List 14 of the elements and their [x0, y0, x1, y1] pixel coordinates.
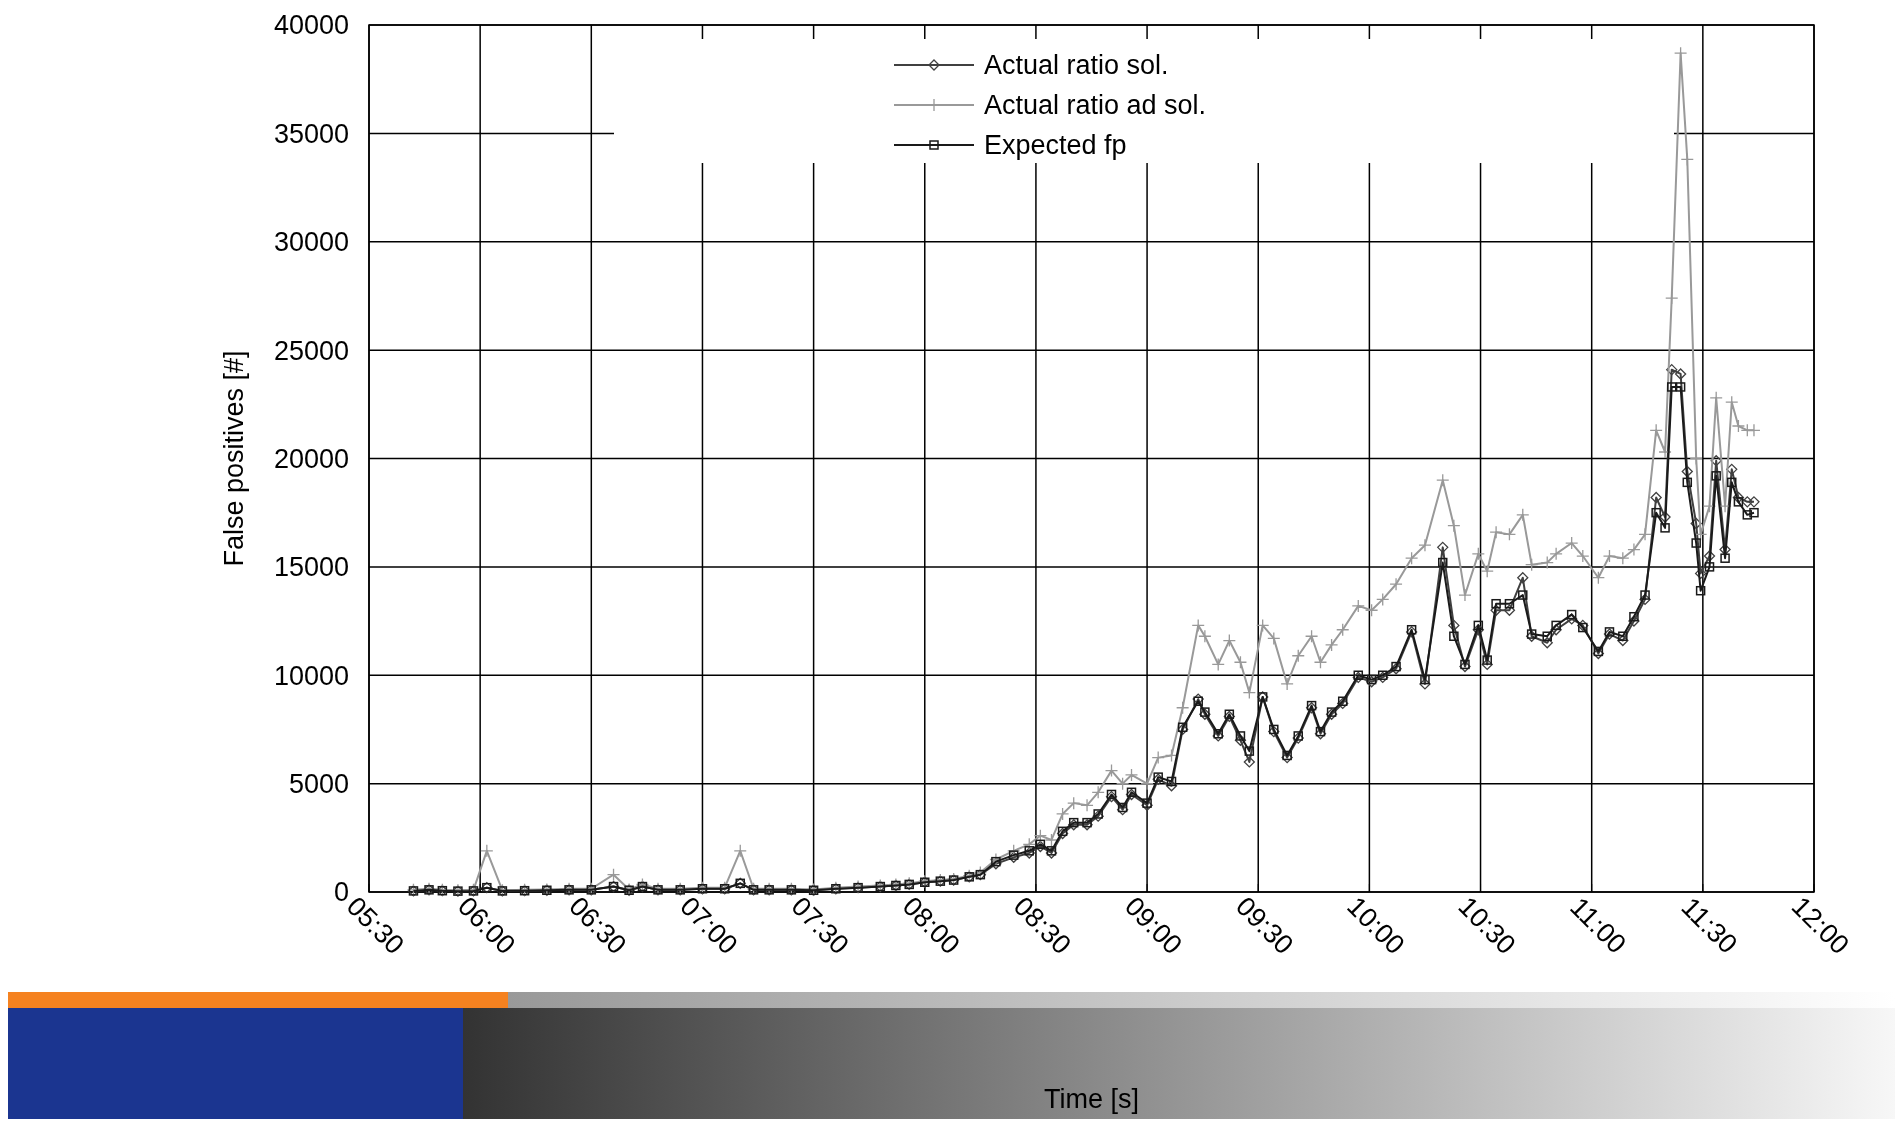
y-tick-label: 40000 — [273, 10, 349, 41]
y-axis-title: False positives [#] — [219, 350, 249, 567]
legend-label: Actual ratio ad sol. — [984, 90, 1207, 121]
legend-label: Expected fp — [984, 130, 1127, 161]
y-tick-label: 30000 — [273, 227, 349, 258]
y-tick-label: 5000 — [288, 769, 349, 800]
y-tick-label: 0 — [333, 877, 349, 908]
y-tick-label: 10000 — [273, 660, 349, 691]
y-tick-label: 25000 — [273, 335, 349, 366]
y-tick-label: 15000 — [273, 552, 349, 583]
y-tick-label: 35000 — [273, 118, 349, 149]
x-axis-title: Time [s] — [1043, 1084, 1140, 1114]
legend-label: Actual ratio sol. — [984, 50, 1169, 81]
y-tick-label: 20000 — [273, 443, 349, 474]
